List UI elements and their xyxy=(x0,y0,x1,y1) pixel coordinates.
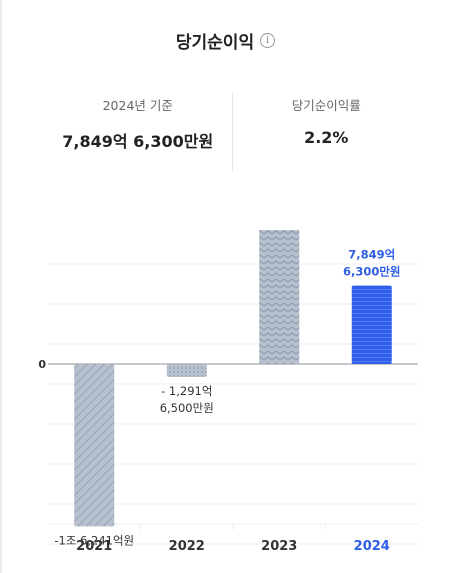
x-tick-label: 2022 xyxy=(169,539,205,554)
data-label: 6,500만원 xyxy=(160,401,214,415)
x-tick-label: 2023 xyxy=(261,539,297,554)
bar-2024 xyxy=(351,285,392,364)
header: 당기순이익 i xyxy=(0,26,451,54)
summary-stats: 2024년 기준 7,849억 6,300만원 당기순이익률 2.2% xyxy=(44,93,420,173)
x-tick-label: 2024 xyxy=(354,539,390,554)
page-title: 당기순이익 xyxy=(175,32,255,53)
stat-label: 당기순이익률 xyxy=(291,98,361,113)
data-label: -1조 6,241억원 xyxy=(54,533,134,547)
data-label: 6,300만원 xyxy=(343,265,401,279)
x-tick-label: 2021 xyxy=(76,539,112,554)
stat-divider xyxy=(231,93,233,171)
stat-net-margin: 당기순이익률 2.2% xyxy=(233,93,421,173)
bar-2023 xyxy=(259,230,300,364)
stat-value: 7,849억 6,300만원 xyxy=(62,132,214,151)
stat-value: 2.2% xyxy=(304,128,349,147)
y-tick-label: 0 xyxy=(38,358,46,371)
info-icon[interactable]: i xyxy=(260,32,276,48)
bar-2022 xyxy=(166,364,207,377)
stat-label: 2024년 기준 xyxy=(102,98,173,113)
data-label: - 1,291억 xyxy=(161,384,212,398)
bar-2021 xyxy=(74,364,115,527)
data-label: 7,849억 xyxy=(348,248,395,262)
stat-base-year: 2024년 기준 7,849억 6,300만원 xyxy=(44,93,232,173)
card-border xyxy=(0,0,2,573)
